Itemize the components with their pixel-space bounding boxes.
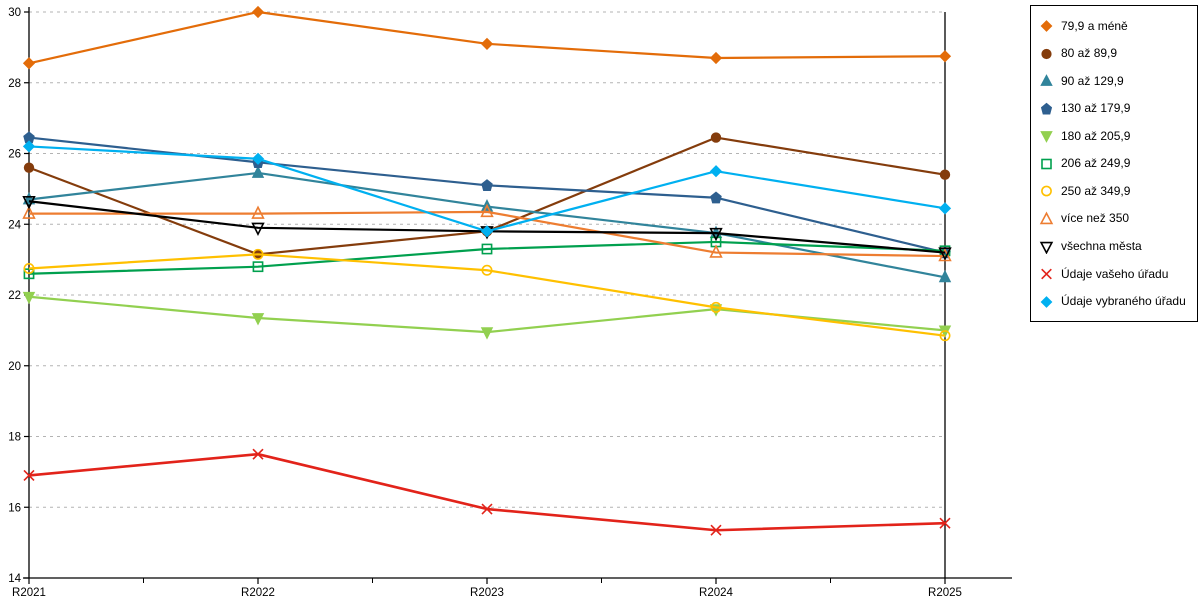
y-axis-tick-label: 18 <box>8 432 21 444</box>
pentagon-marker-icon <box>1040 102 1053 115</box>
data-point-marker <box>480 327 494 340</box>
legend-item-9: Údaje vašeho úřadu <box>1039 265 1193 282</box>
legend-label: Údaje vašeho úřadu <box>1061 266 1169 281</box>
legend-label: Údaje vybraného úřadu <box>1061 294 1186 309</box>
data-point-marker <box>480 225 494 238</box>
series-line-4 <box>28 295 946 334</box>
x-axis-tick-label: R2025 <box>928 587 962 599</box>
data-point-marker <box>252 248 264 260</box>
y-axis-tick-label: 28 <box>8 78 21 90</box>
legend-label: více než 350 <box>1061 211 1130 226</box>
data-point-marker <box>252 448 264 460</box>
circle-marker-icon <box>1041 186 1052 197</box>
data-point-marker <box>709 227 723 242</box>
data-point-marker <box>480 203 494 218</box>
data-point-marker <box>251 5 265 19</box>
triangle-up-marker-icon <box>1040 74 1053 87</box>
chart-legend: 79,9 a méně 80 až 89,9 90 až 129,9 130 až 1… <box>1030 5 1198 322</box>
legend-item-6: 250 až 349,9 <box>1039 182 1193 199</box>
triangle-down-marker-icon <box>1040 131 1053 144</box>
legend-item-10: Údaje vybraného úřadu <box>1039 293 1193 310</box>
data-point-marker <box>710 132 722 143</box>
data-point-marker <box>938 50 952 63</box>
data-point-marker <box>22 205 36 219</box>
triangle-up-marker-icon <box>1039 211 1054 225</box>
data-point-marker <box>709 165 723 178</box>
data-point-marker <box>481 503 493 515</box>
series-line-0 <box>28 10 946 65</box>
triangle-down-marker-icon <box>1039 241 1054 254</box>
legend-item-5: 206 až 249,9 <box>1039 155 1193 172</box>
y-axis-tick-label: 22 <box>8 290 21 302</box>
legend-label: 180 až 205,9 <box>1061 128 1131 143</box>
y-axis-tick-label: 24 <box>8 219 21 231</box>
series-line-6 <box>28 253 946 337</box>
legend-label: 130 až 179,9 <box>1061 101 1131 116</box>
legend-label: 206 až 249,9 <box>1061 156 1131 171</box>
data-point-marker <box>23 262 35 274</box>
data-point-marker <box>23 469 35 481</box>
legend-item-1: 80 až 89,9 <box>1039 45 1193 62</box>
data-point-marker <box>709 244 723 258</box>
x-axis-tick-label: R2023 <box>470 587 504 599</box>
series-line-5 <box>28 240 946 275</box>
y-axis-tick-label: 30 <box>8 7 21 19</box>
legend-item-3: 130 až 179,9 <box>1039 100 1193 117</box>
data-point-marker <box>709 51 723 65</box>
x-marker-icon <box>1041 268 1052 280</box>
data-point-marker <box>710 191 722 204</box>
y-axis-tick-label: 14 <box>8 573 21 585</box>
y-axis-tick-label: 20 <box>8 361 21 373</box>
data-point-marker <box>251 222 265 236</box>
x-axis-tick-label: R2022 <box>241 587 275 599</box>
data-point-marker <box>938 202 952 215</box>
legend-label: 79,9 a méně <box>1061 18 1128 33</box>
data-point-marker <box>23 162 35 173</box>
legend-item-0: 79,9 a méně <box>1039 17 1193 34</box>
data-point-marker <box>480 37 494 50</box>
diamond-marker-icon <box>1040 20 1053 33</box>
data-point-marker <box>251 152 265 165</box>
data-point-marker <box>251 165 265 178</box>
data-point-marker <box>481 243 493 255</box>
data-point-marker <box>251 205 265 219</box>
data-point-marker <box>481 179 493 192</box>
data-point-marker <box>22 291 36 305</box>
legend-label: 250 až 349,9 <box>1061 183 1131 198</box>
series-line-7 <box>29 210 946 258</box>
data-point-marker <box>481 264 493 276</box>
legend-label: 90 až 129,9 <box>1061 73 1124 88</box>
data-point-marker <box>251 313 265 326</box>
circle-marker-icon <box>1041 48 1052 59</box>
square-marker-icon <box>1041 158 1052 170</box>
legend-item-4: 180 až 205,9 <box>1039 127 1193 144</box>
legend-item-8: všechna města <box>1039 238 1193 255</box>
x-axis-tick-label: R2021 <box>12 587 46 599</box>
data-point-marker <box>23 268 35 280</box>
legend-item-7: více než 350 <box>1039 210 1193 227</box>
data-point-marker <box>710 301 722 313</box>
series-line-9 <box>28 452 946 532</box>
data-point-marker <box>710 524 722 536</box>
data-point-marker <box>939 330 951 342</box>
data-point-marker <box>938 247 952 261</box>
legend-label: všechna města <box>1061 239 1142 254</box>
data-point-marker <box>939 169 951 180</box>
data-point-marker <box>22 196 36 210</box>
data-point-marker <box>22 57 36 70</box>
data-point-marker <box>939 517 951 529</box>
data-point-marker <box>22 140 36 153</box>
data-point-marker <box>938 269 952 283</box>
diamond-marker-icon <box>1040 295 1053 308</box>
data-point-marker <box>252 261 264 273</box>
legend-item-2: 90 až 129,9 <box>1039 72 1193 89</box>
legend-label: 80 až 89,9 <box>1061 46 1118 61</box>
x-axis-tick-label: R2024 <box>699 587 733 599</box>
y-axis-tick-label: 26 <box>8 149 21 161</box>
y-axis-tick-label: 16 <box>8 502 21 514</box>
